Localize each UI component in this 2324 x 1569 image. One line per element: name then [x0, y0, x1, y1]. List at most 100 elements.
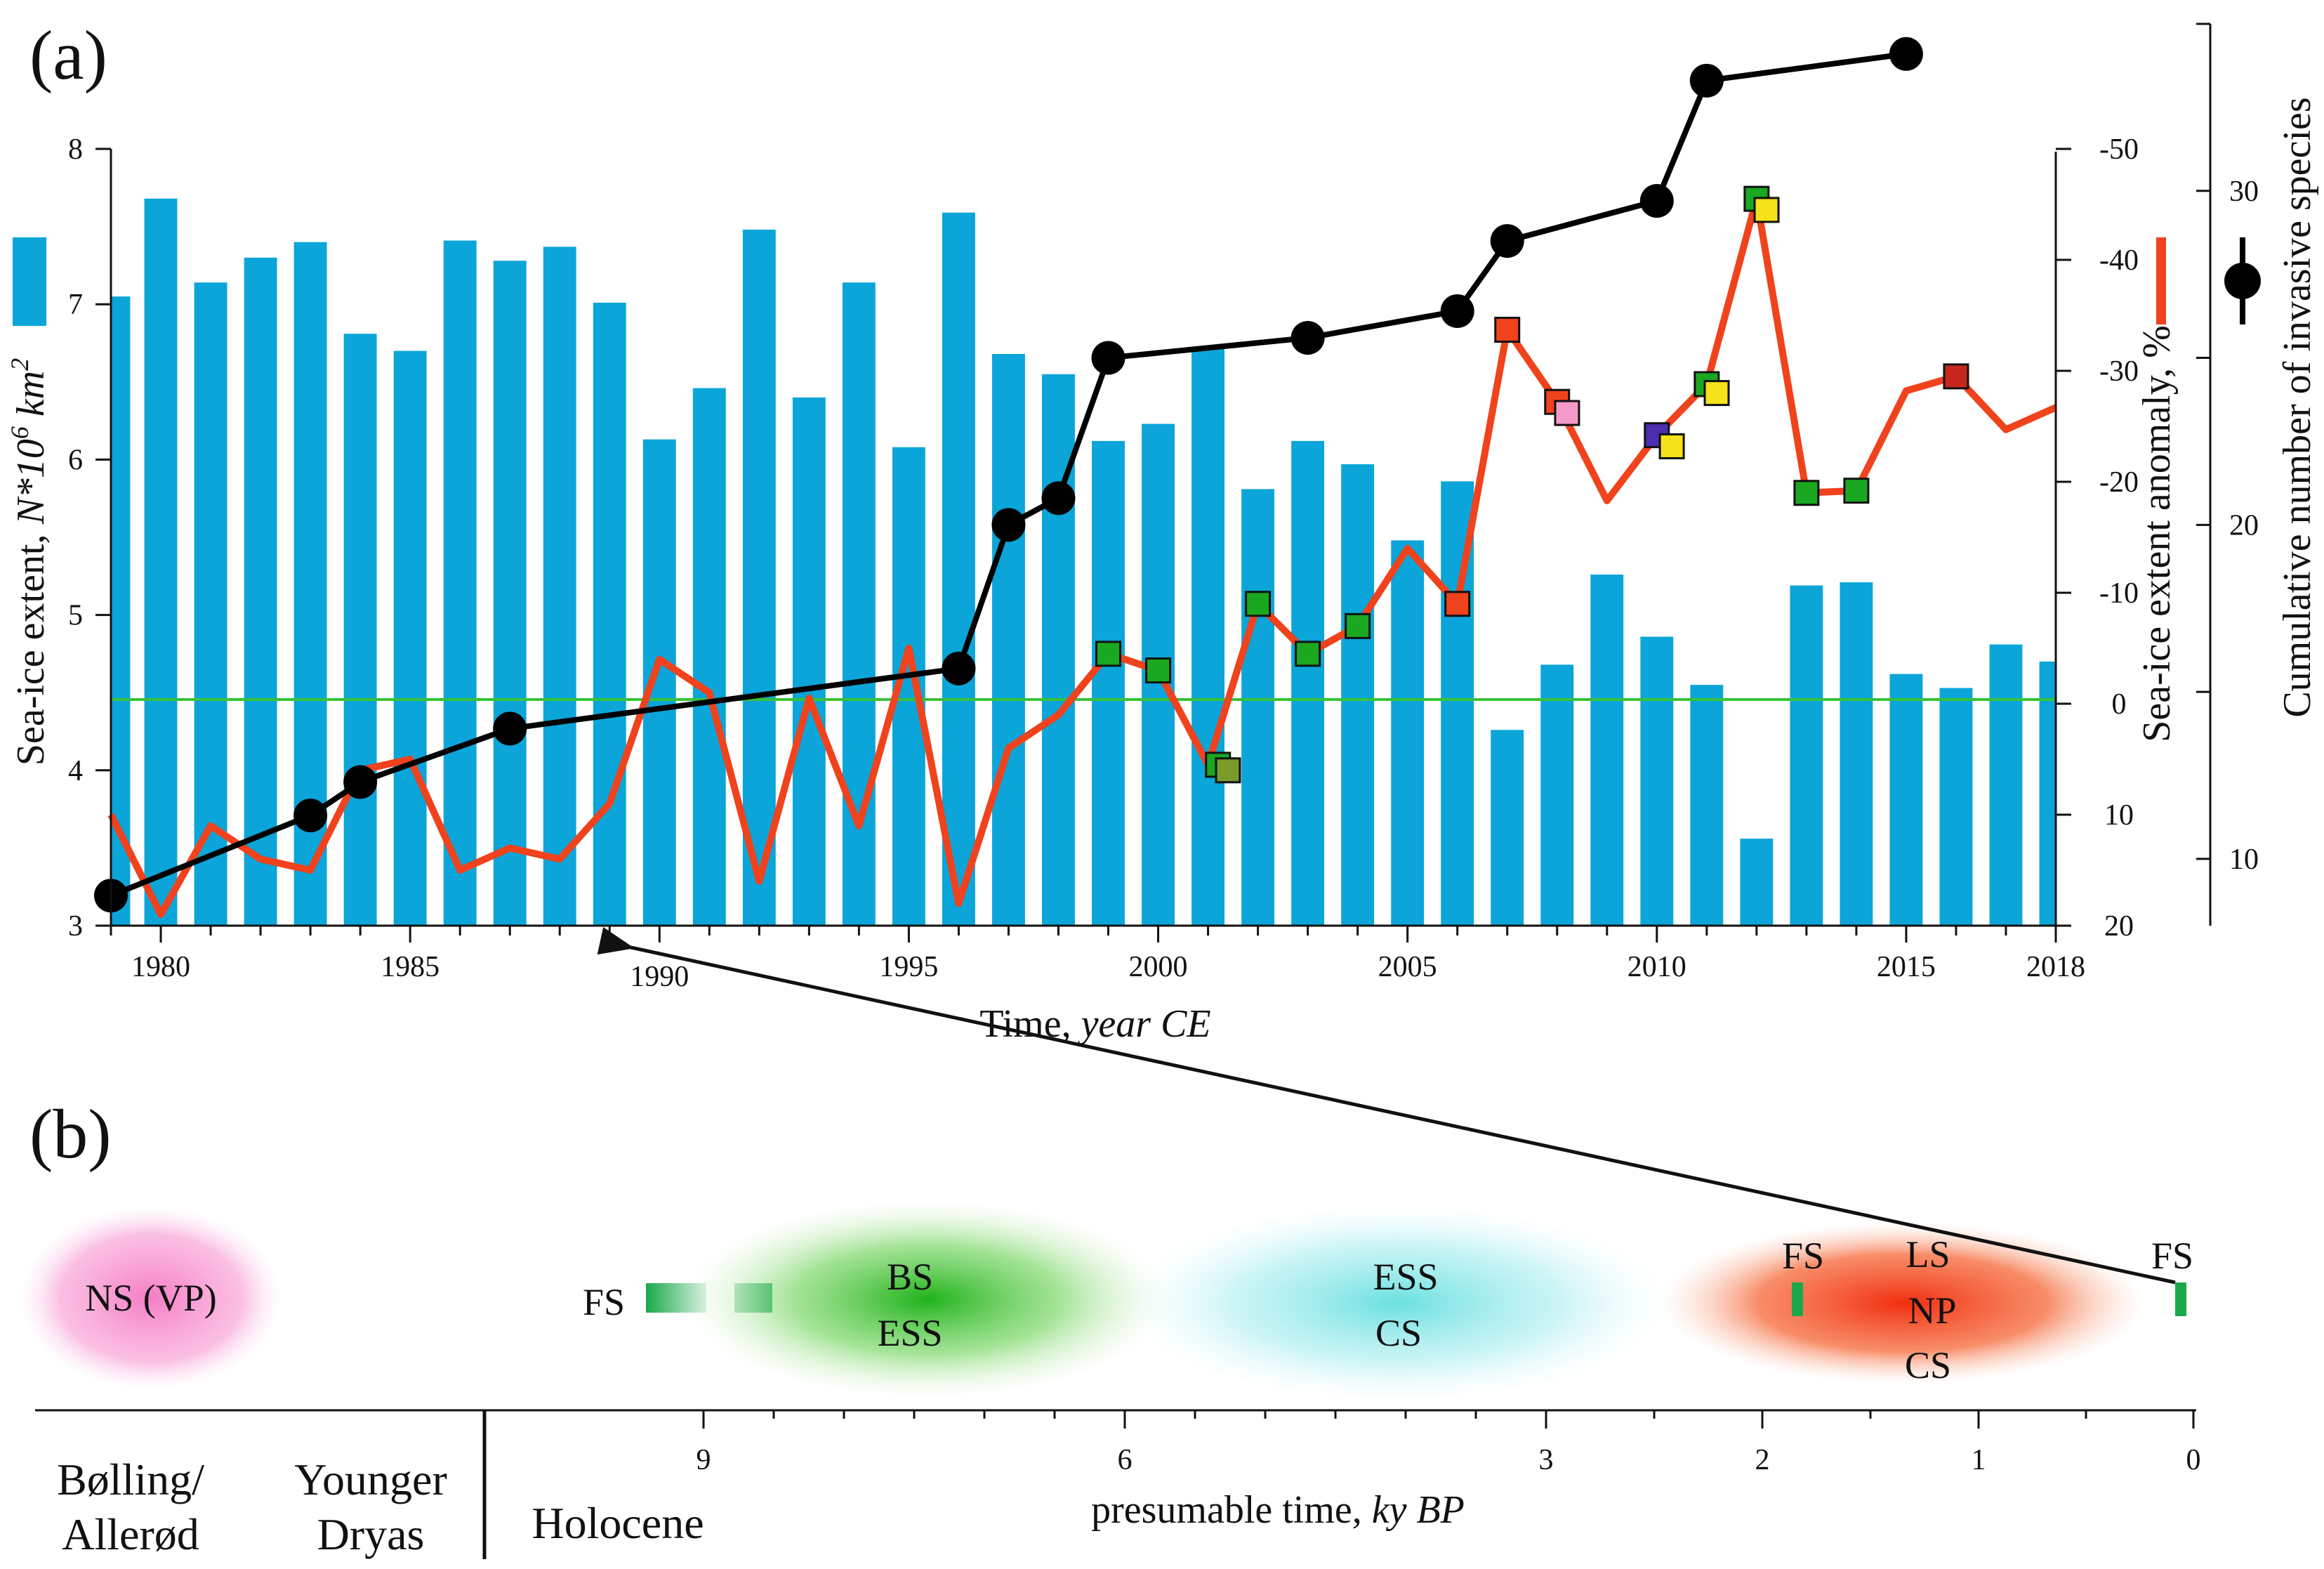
fs-marker-early-faint [734, 1283, 772, 1313]
bar [1640, 636, 1674, 926]
x-tick-label: 1995 [879, 951, 938, 983]
region-label-np: NP [1908, 1289, 1956, 1332]
species-points [94, 37, 1923, 913]
timeline-axis: 9 6 3 2 1 0 [35, 1409, 2201, 1559]
y-right1-tick-label: -10 [2099, 577, 2139, 610]
anomaly-marker [1215, 757, 1241, 784]
x-tick-label: 2000 [1129, 951, 1188, 983]
y-left-tick-label: 4 [68, 755, 83, 787]
period-allerod: Allerød [62, 1509, 199, 1559]
fs-label-recent: FS [2151, 1235, 2193, 1277]
y-right1-tick-label: 20 [2104, 910, 2134, 943]
x-tick-label: 2010 [1628, 951, 1686, 983]
fs-label-mid: FS [1782, 1235, 1824, 1277]
x-axis: 1980 1985 1990 1995 2000 2005 2010 2015 2018 [110, 924, 2085, 993]
y-left-tick-label: 5 [68, 600, 83, 632]
bar [1889, 674, 1923, 926]
y-right1-tick-label: -50 [2099, 133, 2139, 166]
link-arrow [597, 926, 2176, 1285]
species-point [1290, 321, 1325, 355]
x-tick-label: 1980 [131, 951, 190, 983]
bar [1540, 664, 1574, 926]
fs-marker-recent [2175, 1282, 2186, 1316]
region-blob-ns [21, 1207, 281, 1389]
legend-species-swatch [2224, 237, 2261, 324]
anomaly-marker [1843, 478, 1870, 504]
x-tick-label: 2015 [1877, 951, 1936, 983]
anomaly-marker [1793, 480, 1820, 506]
species-point [1889, 37, 1923, 71]
bar [1042, 374, 1075, 926]
anomaly-marker [1494, 317, 1521, 343]
region-label-ess-1: ESS [877, 1312, 942, 1354]
bar [543, 247, 576, 926]
bar [343, 334, 377, 926]
timeline-axis-title: presumable time, ky BP [1091, 1488, 1465, 1532]
bar [593, 302, 626, 926]
region-label-ess-2: ESS [1373, 1256, 1438, 1298]
region-label-cs-2: CS [1905, 1344, 1951, 1386]
bar [1191, 348, 1225, 926]
timeline-tick-label: 2 [1755, 1444, 1770, 1476]
y-axis-right-anomaly: -50 -40 -30 -20 -10 0 10 20 [2054, 133, 2139, 943]
legend-bar-swatch [13, 237, 46, 326]
bar [1840, 582, 1873, 926]
bar [1241, 489, 1275, 926]
anomaly-marker [1444, 591, 1471, 617]
anomaly-marker [1245, 591, 1272, 617]
species-point [293, 799, 328, 833]
anomaly-marker [1295, 641, 1321, 667]
bar [1989, 644, 2023, 926]
bar [393, 350, 427, 926]
anomaly-marker [1703, 380, 1730, 407]
period-bolling: Bølling/ [57, 1455, 204, 1504]
timeline-tick-label: 0 [2186, 1444, 2201, 1476]
anomaly-series-line [107, 195, 2058, 919]
bar [194, 282, 227, 926]
y-right1-tick-label: 0 [2112, 688, 2127, 721]
y-left-tick-label: 7 [68, 289, 83, 321]
y-left-tick-label: 6 [68, 444, 83, 476]
y-right2-tick-label: 30 [2229, 176, 2259, 208]
bar [1391, 540, 1425, 926]
region-label-ns: NS (VP) [85, 1277, 217, 1319]
bar [1590, 575, 1624, 926]
y-axis-right-anomaly-title: Sea-ice extent anomaly, % [2135, 325, 2179, 742]
bar [244, 257, 277, 926]
bar [1939, 688, 1973, 926]
anomaly-marker [1554, 400, 1580, 426]
region-label-cs-1: CS [1375, 1312, 1422, 1354]
period-holocene: Holocene [532, 1498, 704, 1548]
region-blob-ess-cs [1123, 1204, 1671, 1401]
x-tick-label: 1990 [630, 961, 689, 993]
species-point [1490, 224, 1524, 258]
x-tick-label: 2005 [1378, 951, 1437, 983]
x-tick-label: 1985 [381, 951, 440, 983]
bar [1291, 440, 1325, 926]
species-point [1041, 481, 1076, 516]
y-right1-tick-label: -40 [2099, 244, 2139, 277]
species-point [343, 765, 378, 799]
anomaly-marker [1943, 363, 1969, 390]
y-right1-tick-label: 10 [2104, 799, 2134, 832]
timeline-tick-label: 6 [1118, 1444, 1133, 1476]
x-tick-label: 2018 [2026, 951, 2085, 983]
y-left-tick-label: 3 [68, 910, 83, 943]
y-axis-right-species: 10 20 30 [2196, 22, 2259, 926]
region-blob-ls-np-cs [1661, 1222, 2145, 1384]
species-point [1440, 294, 1474, 328]
bar [742, 230, 776, 926]
bar [1740, 839, 1774, 926]
species-point [493, 711, 527, 746]
species-point [1639, 184, 1674, 218]
region-blob-bs-ess [685, 1201, 1169, 1398]
anomaly-marker [1145, 657, 1172, 684]
bar [1491, 730, 1524, 926]
x-axis-title: Time, year CE [979, 1002, 1210, 1046]
bar [2039, 661, 2056, 926]
timeline-tick-label: 1 [1972, 1444, 1986, 1476]
bar [992, 353, 1025, 926]
anomaly-markers [1095, 185, 1969, 784]
species-series-line [110, 51, 1907, 898]
